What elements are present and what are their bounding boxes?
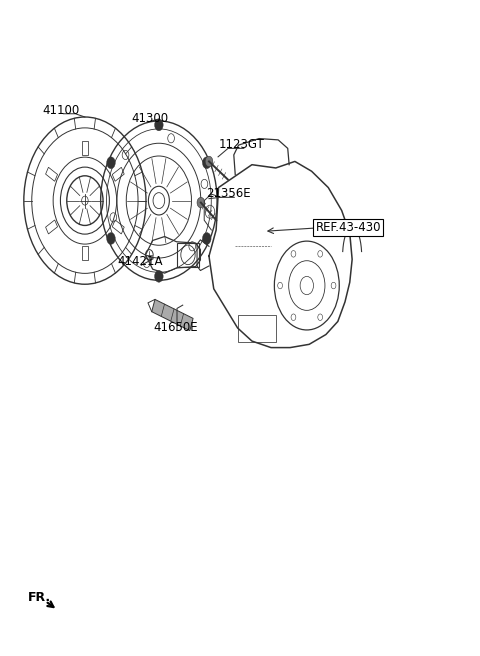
Bar [177, 243, 199, 266]
Text: REF.43-430: REF.43-430 [315, 221, 381, 234]
Bar [238, 315, 276, 342]
Text: 1123GT: 1123GT [218, 138, 264, 152]
Circle shape [107, 233, 115, 244]
Text: 41100: 41100 [42, 104, 79, 117]
Circle shape [203, 233, 211, 244]
Circle shape [197, 197, 204, 208]
Circle shape [205, 156, 213, 167]
Circle shape [155, 270, 163, 282]
Circle shape [107, 157, 115, 169]
Circle shape [203, 157, 211, 169]
Text: 41300: 41300 [131, 112, 168, 125]
Polygon shape [152, 299, 193, 331]
Text: 41650E: 41650E [153, 321, 198, 334]
Text: 41421A: 41421A [117, 255, 162, 268]
Circle shape [155, 119, 163, 131]
Text: FR.: FR. [28, 591, 51, 604]
Text: 21356E: 21356E [206, 188, 251, 200]
